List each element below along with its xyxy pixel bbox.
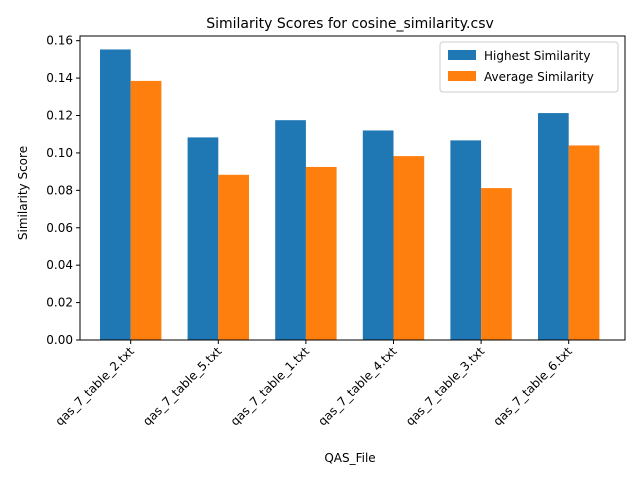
chart-title: Similarity Scores for cosine_similarity.… — [206, 16, 494, 32]
highest-similarity-bar — [100, 49, 131, 340]
y-axis: 0.00 0.02 0.04 0.06 0.08 0.10 0.12 0.14 0.16 — [46, 34, 80, 347]
y-tick-label: 0.10 — [46, 146, 73, 160]
average-similarity-bar — [568, 145, 600, 340]
highest-similarity-bar — [538, 113, 569, 341]
y-tick-label: 0.14 — [46, 71, 73, 85]
x-tick-label: qas_7_table_4.txt — [315, 344, 400, 429]
highest-similarity-bar — [362, 130, 394, 340]
bars-group — [100, 49, 600, 341]
x-tick-label: qas_7_table_5.txt — [140, 344, 225, 429]
x-tick-label: qas_7_table_2.txt — [53, 344, 138, 429]
y-tick-label: 0.00 — [46, 333, 73, 347]
x-axis: qas_7_table_2.txt qas_7_table_5.txt qas_7_… — [53, 340, 576, 429]
y-axis-label: Similarity Score — [16, 146, 30, 240]
average-similarity-bar — [481, 188, 512, 340]
legend-label: Average Similarity — [484, 70, 594, 84]
legend-box — [439, 41, 619, 93]
legend-label: Highest Similarity — [484, 49, 590, 63]
y-tick-label: 0.06 — [46, 221, 73, 235]
plot-frame — [79, 35, 626, 341]
y-tick-label: 0.04 — [46, 258, 73, 272]
legend-swatch — [448, 50, 476, 60]
x-tick-label: qas_7_table_1.txt — [228, 344, 313, 429]
average-similarity-bar — [305, 166, 337, 340]
y-tick-label: 0.12 — [46, 109, 73, 123]
y-tick-label: 0.08 — [46, 183, 73, 197]
y-tick-label: 0.16 — [46, 34, 73, 48]
average-similarity-bar — [393, 156, 425, 340]
highest-similarity-bar — [187, 137, 219, 340]
y-tick-label: 0.02 — [46, 296, 73, 310]
legend-swatch — [448, 71, 476, 81]
average-similarity-bar — [130, 80, 162, 340]
highest-similarity-bar — [275, 120, 306, 340]
legend: Highest Similarity Average Similarity — [439, 41, 619, 93]
highest-similarity-bar — [450, 140, 482, 340]
average-similarity-bar — [218, 174, 249, 340]
x-axis-label: QAS_File — [324, 451, 375, 465]
x-tick-label: qas_7_table_3.txt — [403, 344, 488, 429]
x-tick-label: qas_7_table_6.txt — [491, 344, 576, 429]
